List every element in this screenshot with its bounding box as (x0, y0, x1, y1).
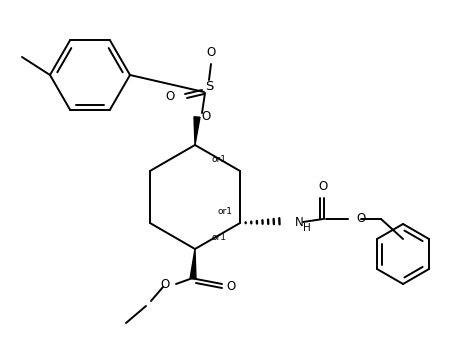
Text: O: O (202, 110, 211, 122)
Text: N: N (295, 216, 304, 229)
Text: or1: or1 (211, 232, 226, 242)
Text: S: S (205, 80, 213, 94)
Text: or1: or1 (211, 155, 226, 164)
Polygon shape (190, 249, 196, 279)
Text: O: O (165, 90, 174, 103)
Text: O: O (207, 47, 216, 60)
Text: O: O (226, 279, 235, 293)
Polygon shape (194, 117, 200, 145)
Text: or1: or1 (217, 206, 232, 215)
Text: O: O (318, 181, 327, 193)
Text: H: H (303, 223, 311, 233)
Text: O: O (356, 213, 365, 226)
Text: O: O (160, 277, 169, 291)
